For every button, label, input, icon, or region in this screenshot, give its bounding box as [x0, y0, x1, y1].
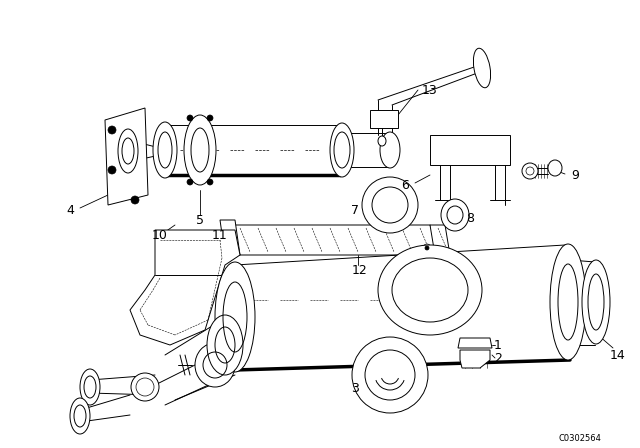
Ellipse shape: [108, 126, 116, 134]
Text: 7: 7: [351, 203, 359, 216]
Ellipse shape: [207, 179, 213, 185]
Ellipse shape: [378, 136, 386, 146]
Polygon shape: [105, 108, 148, 205]
Text: C0302564: C0302564: [559, 434, 602, 443]
Ellipse shape: [352, 337, 428, 413]
Ellipse shape: [153, 122, 177, 178]
Ellipse shape: [70, 398, 90, 434]
Polygon shape: [460, 350, 490, 368]
Ellipse shape: [378, 245, 482, 335]
Ellipse shape: [80, 369, 100, 405]
Ellipse shape: [474, 48, 491, 88]
Polygon shape: [430, 225, 450, 255]
Ellipse shape: [118, 129, 138, 173]
Ellipse shape: [582, 260, 610, 344]
Bar: [370, 110, 398, 128]
Ellipse shape: [380, 132, 400, 168]
Ellipse shape: [215, 262, 255, 372]
Ellipse shape: [425, 246, 429, 250]
Ellipse shape: [441, 199, 469, 231]
Ellipse shape: [184, 115, 216, 185]
Ellipse shape: [207, 315, 243, 375]
Text: 12: 12: [352, 263, 368, 276]
Polygon shape: [458, 338, 492, 348]
Ellipse shape: [207, 115, 213, 121]
Text: 3: 3: [351, 382, 359, 395]
Ellipse shape: [522, 163, 538, 179]
Ellipse shape: [187, 179, 193, 185]
Ellipse shape: [187, 115, 193, 121]
Polygon shape: [220, 220, 240, 255]
Ellipse shape: [131, 196, 139, 204]
Ellipse shape: [108, 166, 116, 174]
Text: 5: 5: [196, 214, 204, 227]
Polygon shape: [225, 225, 445, 255]
Text: 14: 14: [610, 349, 626, 362]
Ellipse shape: [362, 177, 418, 233]
Text: 11: 11: [212, 228, 228, 241]
Polygon shape: [130, 230, 240, 345]
Polygon shape: [430, 135, 510, 165]
Text: 2: 2: [494, 352, 502, 365]
Ellipse shape: [548, 160, 562, 176]
Text: 4: 4: [66, 203, 74, 216]
Ellipse shape: [550, 244, 586, 360]
Text: 1: 1: [494, 339, 502, 352]
Text: 10: 10: [152, 228, 168, 241]
Ellipse shape: [423, 244, 431, 252]
Ellipse shape: [330, 123, 354, 177]
Text: 9: 9: [571, 168, 579, 181]
Text: 8: 8: [466, 211, 474, 224]
Text: 6: 6: [401, 178, 409, 191]
Ellipse shape: [131, 373, 159, 401]
Ellipse shape: [195, 343, 235, 387]
Text: 13: 13: [422, 83, 438, 96]
